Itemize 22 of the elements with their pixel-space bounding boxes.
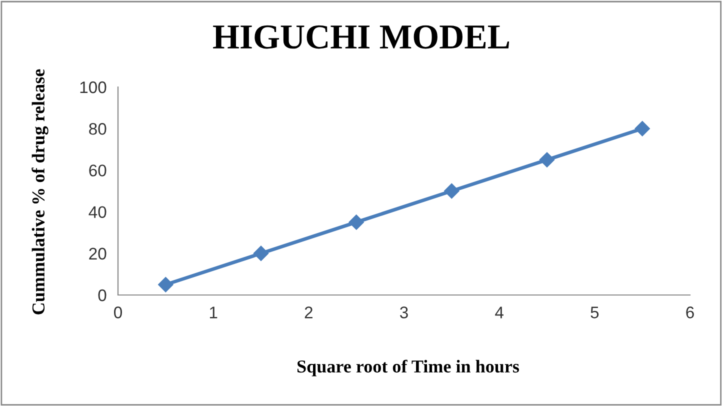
point (158, 277, 174, 292)
x-tick-label: 6 (686, 306, 694, 318)
point (348, 214, 364, 230)
x-tick-label: 0 (114, 306, 122, 318)
y-tick-label: 80 (89, 123, 106, 135)
y-tick-label: 60 (89, 164, 106, 176)
x-tick-label: 3 (400, 306, 408, 318)
chart-title: HIGUCHI MODEL (213, 25, 510, 49)
y-axis-title: Cummulative % of drug release (32, 69, 48, 314)
point (444, 183, 460, 199)
x-axis-title: Square root of Time in hours (297, 360, 520, 376)
x-tick-label: 4 (495, 306, 504, 318)
point (539, 152, 555, 168)
y-tick-label: 40 (88, 206, 106, 218)
point (253, 246, 269, 261)
y-tick-label: 0 (98, 289, 106, 302)
x-tick-label: 1 (210, 306, 218, 318)
y-tick-label: 20 (89, 248, 106, 260)
x-tick-label: 2 (304, 306, 312, 318)
point (634, 121, 650, 136)
y-tick-label: 100 (80, 81, 106, 94)
x-tick-label: 5 (590, 306, 599, 318)
